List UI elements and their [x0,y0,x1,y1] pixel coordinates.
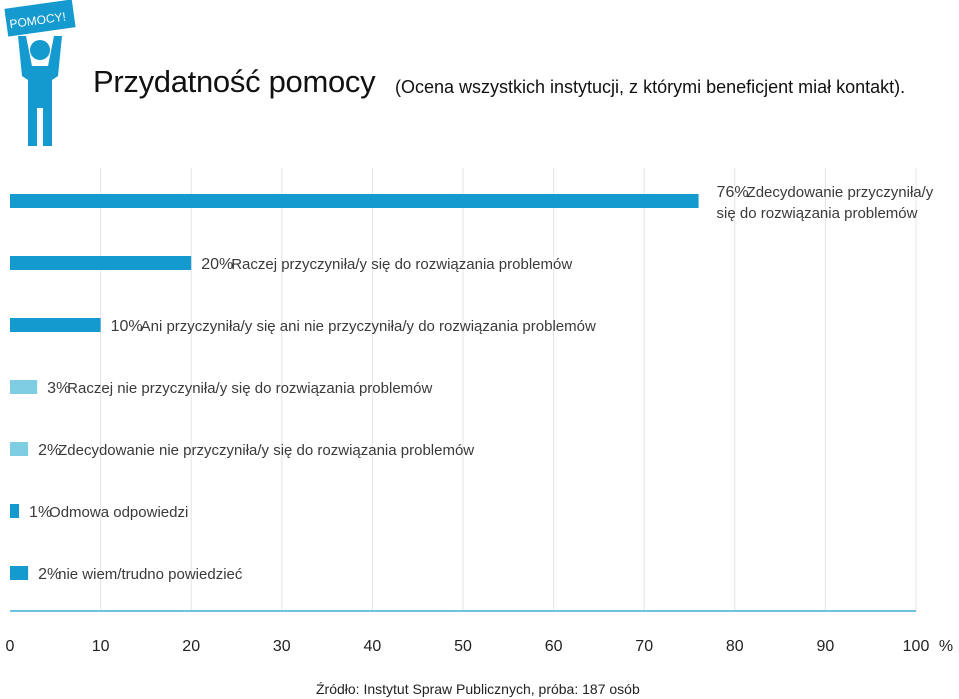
bar [10,318,101,332]
x-tick-label: 50 [454,638,472,655]
bar-category-label: Ani przyczyniła/y się ani nie przyczynił… [141,318,596,335]
bar-value-label: 3% [47,380,70,397]
bar [10,566,29,580]
bar-category-label: Raczej przyczyniła/y się do rozwiązania … [231,256,572,273]
bar [10,504,20,518]
x-tick-label: 10 [92,638,110,655]
bar-category-label: Zdecydowanie przyczyniła/y [747,184,934,201]
x-tick-label: 40 [364,638,382,655]
bar [10,194,699,208]
bar-category-label: nie wiem/trudno powiedzieć [58,566,243,583]
x-tick-label: 30 [273,638,291,655]
logo-head [30,40,50,60]
x-tick-label: 0 [6,638,15,655]
source-note: Źródło: Instytut Spraw Publicznych, prób… [316,681,640,697]
bar-category-label: Raczej nie przyczyniła/y się do rozwiąza… [67,380,432,397]
bar-value-label: 20% [201,256,233,273]
bar-category-label: Odmowa odpowiedzi [49,504,188,521]
x-axis-unit: % [939,638,953,655]
bar [10,442,29,456]
bar [10,256,192,270]
x-tick-label: 60 [545,638,563,655]
bar-value-label: 2% [38,566,61,583]
chart-title: Przydatność pomocy [93,64,376,99]
x-tick-label: 90 [817,638,835,655]
x-tick-label: 70 [635,638,653,655]
logo-badge [4,0,76,37]
logo-figure [18,36,62,146]
bar-value-label: 2% [38,442,61,459]
bar-value-label: 10% [111,318,143,335]
bar-value-label: 1% [29,504,52,521]
bar [10,380,38,394]
x-tick-label: 80 [726,638,744,655]
chart-subtitle: (Ocena wszystkich instytucji, z którymi … [395,77,906,97]
x-tick-label: 100 [903,638,930,655]
bar-category-label: Zdecydowanie nie przyczyniła/y się do ro… [58,442,474,459]
bar-category-label: się do rozwiązania problemów [717,205,918,222]
bar-value-label: 76% [717,184,749,201]
help-logo-icon: POMOCY! [4,0,76,146]
x-tick-label: 20 [182,638,200,655]
